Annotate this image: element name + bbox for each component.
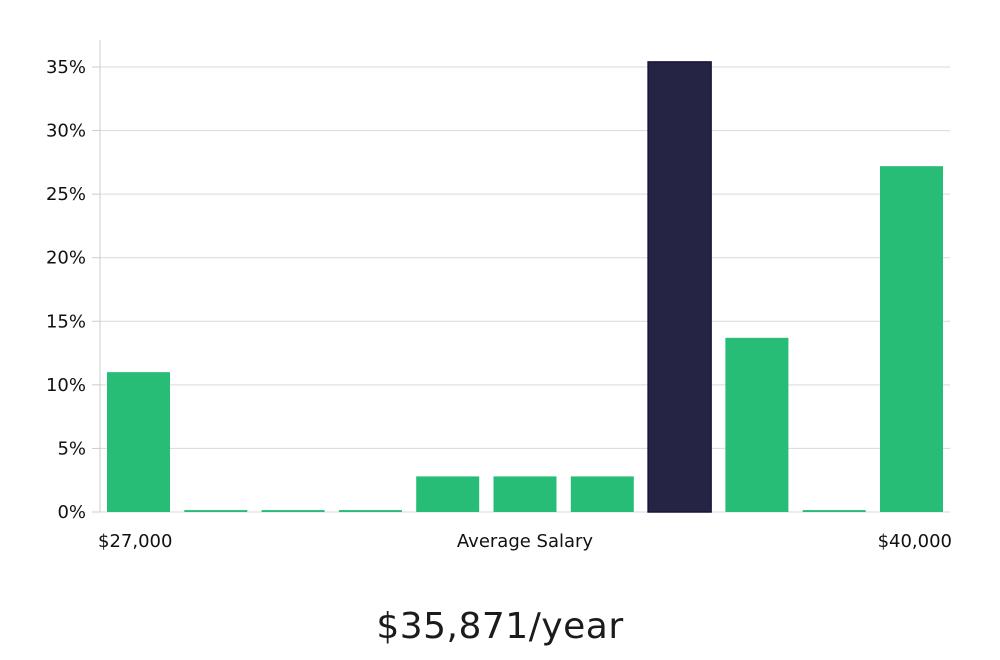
y-tick-label: 10% bbox=[46, 375, 86, 396]
x-max-label: $40,000 bbox=[878, 531, 952, 552]
bar bbox=[338, 510, 402, 512]
bar-highlight bbox=[647, 61, 712, 513]
y-axis-ticks: 0% 5% 10% 15% 20% 25% 30% 35% bbox=[46, 57, 100, 523]
bar bbox=[725, 337, 789, 512]
bar bbox=[107, 372, 170, 512]
y-tick-label: 15% bbox=[46, 311, 86, 332]
bar bbox=[880, 166, 943, 512]
bar bbox=[570, 476, 634, 512]
y-tick-label: 35% bbox=[46, 57, 86, 78]
y-tick-label: 20% bbox=[46, 248, 86, 269]
bar bbox=[493, 476, 557, 512]
chart-svg: 0% 5% 10% 15% 20% 25% 30% 35% $27,000 Average S… bbox=[46, 40, 952, 552]
bar bbox=[184, 510, 248, 512]
y-tick-label: 5% bbox=[57, 438, 86, 459]
bars bbox=[107, 61, 943, 513]
bar bbox=[416, 476, 480, 512]
gridlines bbox=[100, 66, 950, 513]
average-salary-headline: $35,871/year bbox=[376, 606, 624, 647]
x-min-label: $27,000 bbox=[98, 531, 172, 552]
y-tick-label: 0% bbox=[57, 502, 86, 523]
y-tick-label: 30% bbox=[46, 121, 86, 142]
x-axis-title: Average Salary bbox=[457, 531, 594, 552]
bar bbox=[261, 510, 325, 512]
y-tick-label: 25% bbox=[46, 184, 86, 205]
bar bbox=[802, 510, 866, 512]
